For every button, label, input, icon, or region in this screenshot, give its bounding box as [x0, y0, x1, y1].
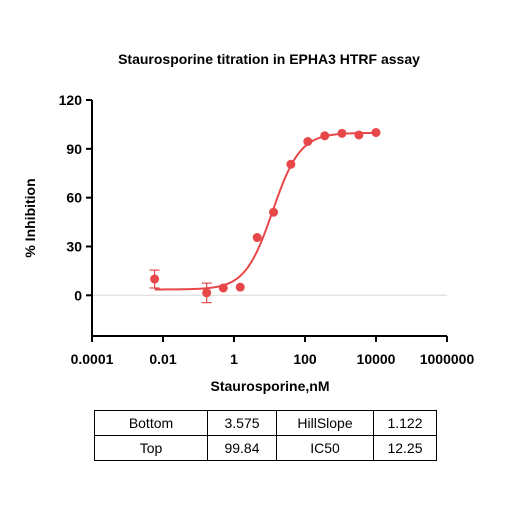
- chart: Staurosporine titration in EPHA3 HTRF as…: [22, 51, 475, 394]
- param-name-cell: Top: [94, 435, 208, 461]
- data-point: [371, 128, 381, 138]
- data-point: [202, 288, 212, 298]
- param-value-cell: 99.84: [207, 435, 277, 461]
- table-row: Top 99.84 IC50 12.25: [94, 435, 437, 461]
- x-tick-label: 1000000: [420, 351, 475, 367]
- parameters-table: Bottom 3.575 HillSlope 1.122 Top 99.84 I…: [94, 410, 437, 461]
- param-value-cell: 1.122: [373, 410, 437, 436]
- y-tick-label: 60: [66, 190, 82, 206]
- x-tick-label: 100: [293, 351, 317, 367]
- fit-curve: [154, 131, 376, 291]
- data-point: [354, 130, 364, 140]
- param-value-cell: 12.25: [373, 435, 437, 461]
- x-tick-label: 1: [230, 351, 238, 367]
- param-value-cell: 3.575: [207, 410, 277, 436]
- chart-title: Staurosporine titration in EPHA3 HTRF as…: [118, 51, 420, 67]
- data-point: [320, 131, 330, 141]
- y-tick-label: 0: [74, 287, 82, 303]
- data-point: [269, 207, 279, 217]
- x-tick-label: 10000: [357, 351, 396, 367]
- y-axis-label: % Inhibition: [22, 178, 38, 257]
- table-row: Bottom 3.575 HillSlope 1.122: [94, 410, 437, 436]
- y-tick-label: 30: [66, 238, 82, 254]
- x-axis-label: Staurosporine,nM: [210, 378, 329, 394]
- data-point: [252, 233, 262, 243]
- data-point: [218, 283, 228, 293]
- plot-area: 0 30 60 90 120 0.0001 0.01 1 100 10000 1000000: [59, 92, 475, 367]
- y-tick-label: 90: [66, 141, 82, 157]
- data-point: [235, 282, 245, 292]
- param-name-cell: Bottom: [94, 410, 208, 436]
- data-point: [150, 274, 160, 284]
- data-point: [286, 159, 296, 169]
- data-point: [303, 137, 313, 147]
- y-tick-label: 120: [59, 92, 83, 108]
- param-name-cell: HillSlope: [276, 410, 374, 436]
- x-tick-label: 0.01: [149, 351, 176, 367]
- param-name-cell: IC50: [276, 435, 374, 461]
- data-point: [337, 128, 347, 138]
- x-tick-label: 0.0001: [71, 351, 114, 367]
